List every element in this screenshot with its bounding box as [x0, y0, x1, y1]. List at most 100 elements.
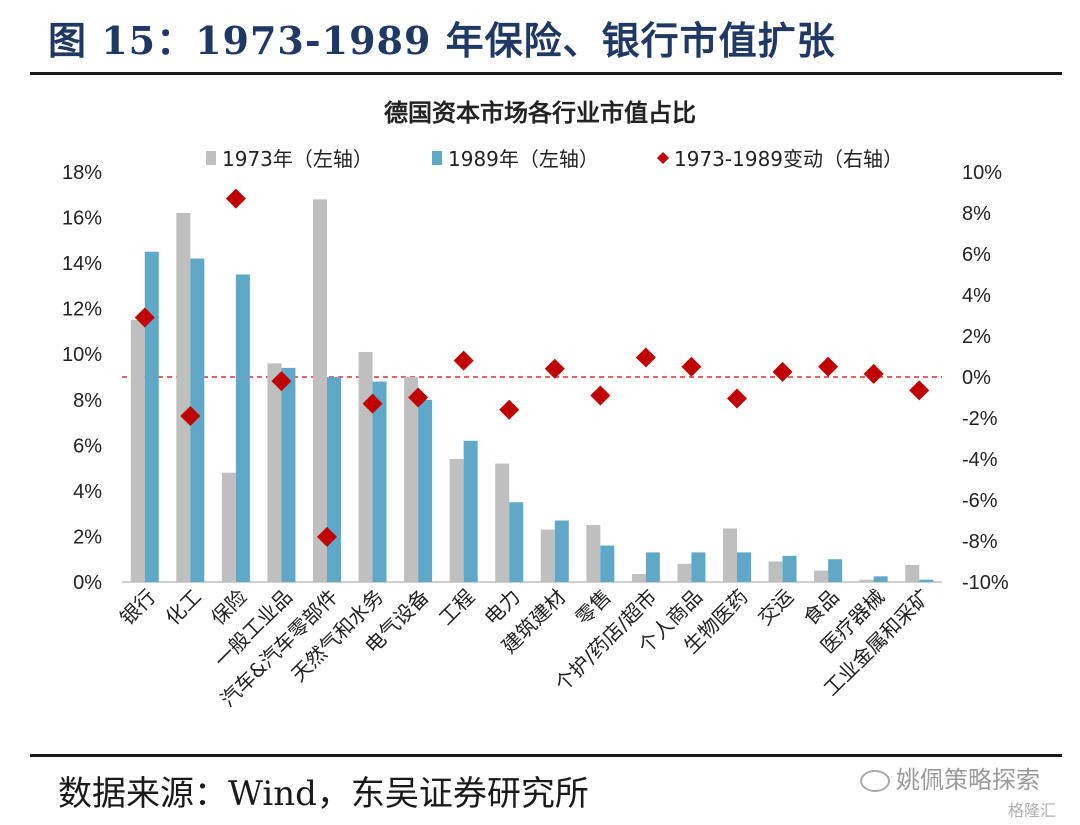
- chart-title: 德国资本市场各行业市值占比: [384, 98, 696, 127]
- chart: 德国资本市场各行业市值占比 1973年（左轴） 1989年（左轴） 1973-198…: [62, 98, 1009, 712]
- right-tick-label: 2%: [962, 326, 991, 348]
- bar-1989: [645, 552, 660, 582]
- bar-1973: [313, 199, 327, 583]
- bar-1973: [723, 528, 737, 582]
- left-tick-label: 0%: [73, 572, 102, 594]
- change-marker: [134, 307, 155, 328]
- change-marker: [818, 356, 839, 377]
- left-tick-label: 18%: [62, 162, 102, 184]
- left-tick-label: 4%: [73, 481, 102, 503]
- bar-1989: [873, 576, 888, 582]
- change-markers: [134, 188, 930, 547]
- legend-label: 1973-1989变动（右轴）: [674, 147, 903, 171]
- category-label: 银行: [115, 585, 160, 630]
- figure-title: 图 15：1973-1989 年保险、银行市值扩张: [48, 18, 836, 63]
- bar-1973: [859, 579, 874, 582]
- bar-1989: [235, 274, 250, 582]
- bar-1973: [586, 525, 601, 582]
- legend-label: 1973年（左轴）: [222, 147, 373, 171]
- bar-1989: [509, 502, 524, 582]
- source-note: 数据来源：Wind，东吴证券研究所: [58, 774, 589, 814]
- right-tick-label: -2%: [962, 408, 998, 430]
- left-tick-label: 6%: [73, 435, 102, 457]
- change-marker: [180, 405, 201, 426]
- left-tick-label: 2%: [73, 526, 102, 548]
- change-marker: [727, 388, 747, 409]
- bar-1989: [463, 440, 478, 582]
- change-marker: [408, 387, 429, 408]
- right-tick-label: 4%: [962, 285, 991, 307]
- bar-1973: [221, 472, 236, 582]
- bar-1973: [768, 561, 783, 582]
- bar-1989: [281, 367, 296, 582]
- change-marker: [544, 358, 565, 379]
- legend-swatch: [657, 152, 669, 164]
- right-tick-label: -6%: [962, 490, 998, 512]
- left-tick-label: 16%: [62, 208, 102, 230]
- bar-1989: [691, 552, 706, 582]
- right-tick-label: -10%: [962, 572, 1009, 594]
- bar-1989: [144, 251, 159, 582]
- right-tick-label: 10%: [962, 162, 1002, 184]
- right-tick-label: 8%: [962, 203, 991, 225]
- change-marker: [772, 361, 793, 382]
- bar-1973: [267, 363, 282, 582]
- legend: 1973年（左轴） 1989年（左轴） 1973-1989变动（右轴）: [206, 147, 903, 171]
- top-rule: [30, 72, 1062, 75]
- bar-1989: [737, 552, 751, 582]
- change-marker: [362, 393, 383, 414]
- right-tick-label: -8%: [962, 531, 998, 553]
- category-label: 工程: [434, 585, 479, 630]
- change-marker: [635, 347, 656, 368]
- change-marker: [681, 356, 702, 377]
- change-marker: [863, 363, 884, 384]
- axes: 0% 2% 4% 6% 8% 10% 12% 14% 16% 18% -10% -8% -6% -4% -2…: [62, 162, 1009, 594]
- bar-1989: [919, 579, 934, 582]
- bar-1989: [828, 559, 843, 582]
- change-marker: [909, 380, 930, 401]
- legend-swatch: [206, 151, 216, 165]
- change-marker: [590, 385, 611, 406]
- change-marker: [225, 188, 246, 209]
- bar-1989: [190, 258, 205, 582]
- legend-label: 1989年（左轴）: [448, 147, 599, 171]
- change-marker: [317, 526, 337, 547]
- bar-1973: [631, 574, 646, 582]
- legend-swatch: [432, 151, 442, 165]
- left-tick-label: 14%: [62, 253, 102, 275]
- bar-1973: [495, 463, 510, 582]
- bar-1989: [327, 377, 341, 582]
- bar-1989: [600, 545, 615, 582]
- bar-1973: [404, 377, 419, 582]
- bar-1973: [176, 213, 191, 582]
- bar-1989: [554, 520, 569, 582]
- bar-1989: [372, 381, 387, 582]
- bars: [130, 199, 934, 583]
- bar-1973: [130, 320, 145, 582]
- bar-1973: [449, 459, 464, 582]
- bottom-rule: [30, 754, 1062, 757]
- bar-1973: [540, 529, 555, 582]
- bar-1973: [905, 564, 920, 582]
- right-tick-label: 6%: [962, 244, 991, 266]
- change-marker: [271, 371, 292, 392]
- change-marker: [499, 399, 520, 420]
- left-tick-label: 10%: [62, 344, 102, 366]
- change-marker: [453, 350, 474, 371]
- bar-1989: [782, 555, 797, 582]
- bar-1973: [677, 563, 692, 582]
- watermark: 姚佩策略探索: [860, 760, 1040, 795]
- left-tick-label: 12%: [62, 299, 102, 321]
- watermark-sub: 格隆汇: [1007, 801, 1056, 820]
- bar-1973: [814, 570, 829, 582]
- bar-1973: [358, 351, 373, 582]
- wechat-icon: [860, 770, 890, 792]
- right-tick-label: -4%: [962, 449, 998, 471]
- watermark-text: 姚佩策略探索: [896, 766, 1040, 794]
- left-tick-label: 8%: [73, 390, 102, 412]
- bar-1989: [418, 399, 433, 582]
- right-tick-label: 0%: [962, 367, 991, 389]
- category-label: 化工: [161, 585, 206, 630]
- category-label: 交运: [753, 585, 798, 630]
